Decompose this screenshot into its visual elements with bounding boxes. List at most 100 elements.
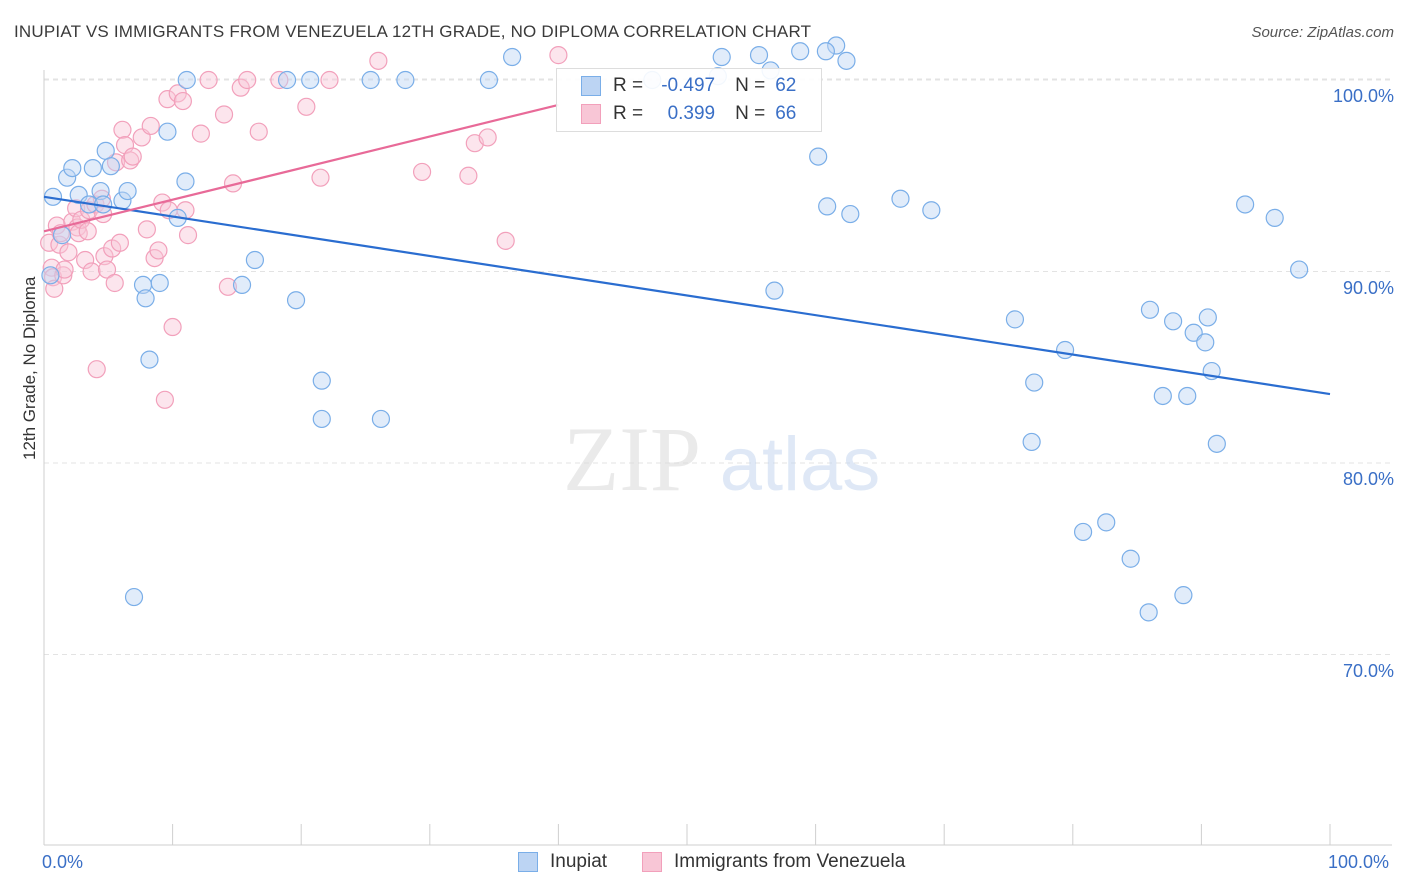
data-point — [124, 587, 144, 607]
x-tick-label-min: 0.0% — [42, 852, 84, 872]
data-point — [113, 120, 132, 139]
data-point — [1178, 386, 1197, 406]
data-point — [1121, 549, 1140, 568]
data-point — [173, 91, 192, 111]
data-point — [105, 273, 124, 293]
data-point — [1174, 586, 1193, 605]
watermark-atlas: atlas — [720, 422, 881, 507]
legend-n-label: N = — [735, 75, 766, 96]
data-point — [141, 116, 160, 136]
y-axis-label: 12th Grade, No Diploma — [20, 276, 39, 460]
data-point — [827, 36, 846, 55]
grid-lines — [44, 78, 1392, 655]
data-point — [1196, 333, 1215, 352]
data-point — [249, 122, 268, 141]
y-tick-label: 90.0% — [1342, 277, 1394, 298]
data-point — [118, 181, 137, 201]
data-point — [1055, 340, 1075, 360]
data-point — [837, 51, 856, 70]
data-point — [841, 204, 860, 224]
data-point — [1073, 522, 1093, 542]
data-point — [312, 371, 331, 390]
data-point — [136, 289, 155, 308]
data-point — [97, 260, 117, 279]
y-tick-label: 100.0% — [1332, 86, 1394, 106]
data-point — [891, 189, 910, 208]
data-point — [191, 124, 210, 143]
data-point — [1153, 386, 1172, 406]
legend-n-value-inupiat: 62 — [775, 75, 797, 96]
data-point — [478, 128, 497, 147]
data-point — [63, 158, 82, 178]
data-point — [110, 233, 129, 252]
legend-item-venezuela[interactable]: Immigrants from Venezuela — [642, 851, 905, 873]
data-point — [1198, 308, 1217, 327]
data-point — [1139, 603, 1158, 622]
data-point — [270, 70, 289, 90]
y-tick-label: 70.0% — [1342, 660, 1394, 681]
data-point — [1025, 373, 1044, 392]
data-point — [199, 70, 218, 90]
data-point — [277, 70, 297, 90]
data-point — [96, 141, 115, 160]
data-point — [59, 243, 78, 262]
series-legend: Inupiat Immigrants from Venezuela — [0, 851, 1406, 877]
data-point — [412, 162, 432, 182]
data-point — [301, 70, 320, 90]
data-point — [818, 197, 837, 216]
legend-n-value-venezuela: 66 — [775, 103, 797, 124]
data-point — [459, 166, 478, 185]
x-tick-label-max: 100.0% — [1328, 852, 1390, 872]
data-point — [396, 70, 415, 90]
data-point — [479, 70, 499, 90]
data-point — [232, 275, 252, 295]
data-point — [1207, 434, 1226, 453]
data-point — [158, 90, 177, 109]
data-point — [286, 291, 306, 310]
data-point — [58, 168, 77, 187]
data-point — [312, 409, 331, 429]
data-point — [45, 279, 64, 298]
data-point — [1236, 195, 1255, 214]
data-point — [123, 147, 142, 166]
data-point — [311, 168, 330, 187]
data-point — [238, 70, 257, 90]
watermark-zip: ZIP — [563, 408, 701, 510]
data-point — [101, 157, 120, 176]
legend-swatch-inupiat — [581, 76, 601, 96]
legend-row-inupiat: R = -0.497 N = 62 — [581, 73, 796, 99]
chart-title: INUPIAT VS IMMIGRANTS FROM VENEZUELA 12T… — [14, 22, 812, 41]
data-point — [297, 97, 316, 116]
data-point — [496, 231, 515, 250]
legend-swatch-venezuela — [642, 852, 662, 872]
data-point — [214, 105, 234, 124]
data-point — [87, 360, 106, 379]
data-point — [78, 222, 97, 241]
data-point — [140, 350, 159, 369]
data-point — [503, 47, 522, 67]
data-point — [95, 247, 114, 266]
data-point — [245, 250, 265, 270]
data-point — [54, 266, 73, 285]
data-point — [369, 51, 388, 70]
data-point — [178, 226, 198, 245]
data-point — [809, 147, 828, 166]
data-point — [158, 122, 177, 141]
data-point — [320, 70, 339, 90]
data-point — [1022, 432, 1041, 452]
data-point — [1265, 208, 1284, 227]
trend-line-venezuela — [43, 103, 559, 233]
legend-label-inupiat: Inupiat — [550, 851, 608, 872]
legend-row-venezuela: R = 0.399 N = 66 — [581, 101, 796, 127]
data-point — [91, 181, 110, 201]
legend-r-label: R = — [613, 75, 644, 96]
trend-lines — [43, 103, 1331, 396]
legend-item-inupiat[interactable]: Inupiat — [518, 851, 607, 873]
data-point — [1290, 260, 1309, 279]
legend-swatch-inupiat — [518, 852, 538, 872]
data-point — [816, 42, 835, 61]
legend-n-label: N = — [735, 103, 766, 124]
series-venezuela-points — [40, 46, 568, 409]
legend-r-label: R = — [613, 103, 644, 124]
